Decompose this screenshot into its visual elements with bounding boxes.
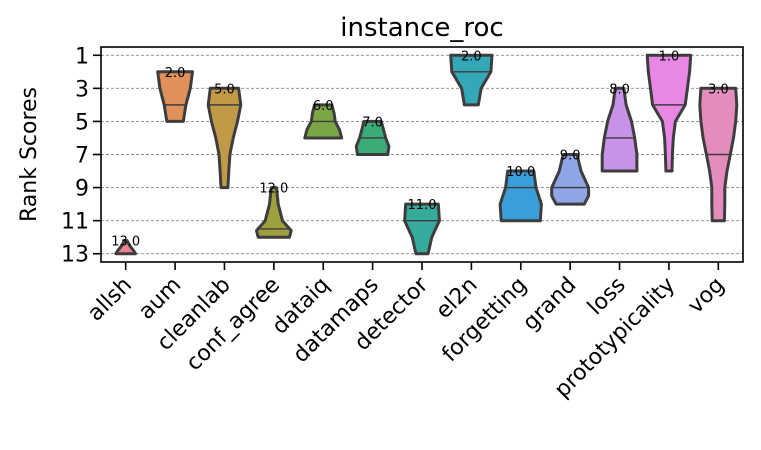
data-label-conf_agree: 12.0 — [259, 182, 288, 197]
violins — [114, 53, 739, 256]
violin-el2n — [449, 53, 494, 107]
y-tick-label: 7 — [75, 144, 89, 169]
y-tick-label: 5 — [75, 110, 89, 135]
data-label-cleanlab: 5.0 — [214, 82, 235, 97]
y-tick-label: 3 — [75, 77, 89, 102]
y-tick-label: 11 — [61, 210, 89, 235]
median-labels: 13.0 2.0 5.0 12.0 6.0 7.0 11.0 2.0 10.0 9.0 8.0 1.0… — [111, 49, 728, 249]
chart-title: instance_roc — [340, 13, 503, 43]
data-label-datamaps: 7.0 — [362, 115, 383, 130]
data-label-dataiq: 6.0 — [313, 99, 334, 114]
y-tick-label: 1 — [75, 44, 89, 69]
data-label-loss: 8.0 — [609, 82, 630, 97]
violin-allsh — [114, 239, 137, 256]
y-tick-label: 9 — [75, 177, 89, 202]
violin-grand — [550, 153, 591, 206]
data-label-detector: 11.0 — [408, 198, 437, 213]
x-tick-label: allsh — [83, 273, 137, 327]
data-label-el2n: 2.0 — [461, 49, 482, 64]
violin-conf_agree — [255, 186, 293, 239]
violin-prototypicality — [645, 53, 693, 173]
violin-aum — [156, 70, 194, 123]
data-label-grand: 9.0 — [560, 149, 581, 164]
x-tick-label: vog — [683, 273, 729, 319]
x-tick-label: grand — [518, 273, 581, 336]
violin-detector — [403, 202, 441, 256]
violin-forgetting — [498, 169, 543, 223]
data-label-allsh: 13.0 — [111, 235, 140, 250]
data-label-prototypicality: 1.0 — [659, 49, 680, 64]
data-label-vog: 3.0 — [708, 82, 729, 97]
y-tick-label: 13 — [61, 243, 89, 268]
data-label-forgetting: 10.0 — [506, 165, 535, 180]
x-axis: allshaumcleanlabconf_agreedataiqdatamaps… — [83, 262, 730, 403]
violin-cleanlab — [206, 86, 243, 190]
violin-loss — [600, 86, 639, 173]
data-label-aum: 2.0 — [165, 66, 186, 81]
y-axis-label: Rank Scores — [17, 87, 42, 222]
